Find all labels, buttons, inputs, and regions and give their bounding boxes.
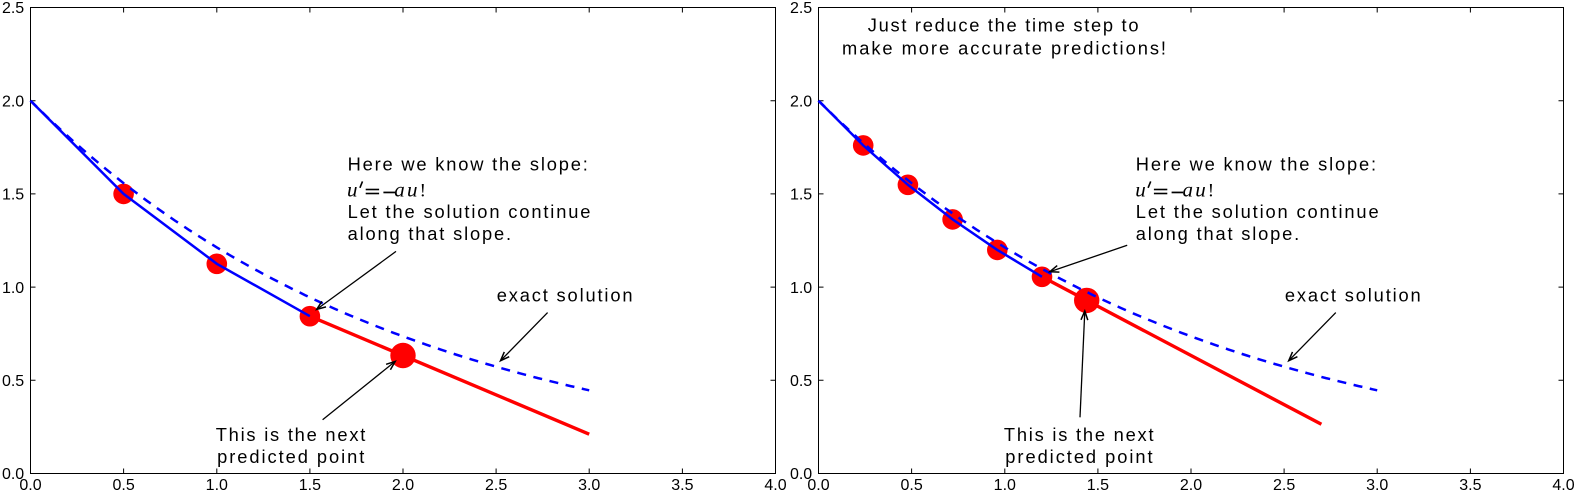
svg-text:1.0: 1.0 xyxy=(790,280,812,297)
svg-text:make more accurate predictions: make more accurate predictions! xyxy=(842,37,1168,58)
svg-text:u: u xyxy=(1135,177,1146,201)
svg-text:0.5: 0.5 xyxy=(2,373,24,390)
svg-text:0.5: 0.5 xyxy=(112,477,134,491)
svg-text:2.5: 2.5 xyxy=(790,0,812,17)
svg-text:au: au xyxy=(1183,177,1208,201)
svg-text:0.0: 0.0 xyxy=(2,466,24,483)
svg-text:1.5: 1.5 xyxy=(790,187,812,204)
svg-text:predicted point: predicted point xyxy=(217,446,366,467)
svg-text:0.5: 0.5 xyxy=(790,373,812,390)
svg-text:2.0: 2.0 xyxy=(790,93,812,110)
svg-text:!: ! xyxy=(420,180,426,201)
svg-text:2.0: 2.0 xyxy=(2,93,24,110)
svg-text:3.0: 3.0 xyxy=(578,477,600,491)
svg-text:au: au xyxy=(394,177,419,201)
svg-text:Here we know the slope:: Here we know the slope: xyxy=(348,154,590,175)
svg-text:Here we know the slope:: Here we know the slope: xyxy=(1136,154,1378,175)
svg-text:Let the solution continue: Let the solution continue xyxy=(1136,201,1381,222)
svg-text:3.5: 3.5 xyxy=(671,477,693,491)
svg-text:Let the solution continue: Let the solution continue xyxy=(348,201,593,222)
svg-text:1.0: 1.0 xyxy=(2,280,24,297)
svg-text:3.0: 3.0 xyxy=(1366,477,1388,491)
svg-text:4.0: 4.0 xyxy=(764,477,786,491)
svg-text:0.0: 0.0 xyxy=(807,477,829,491)
svg-text:2.0: 2.0 xyxy=(1180,477,1202,491)
svg-text:3.5: 3.5 xyxy=(1459,477,1481,491)
svg-text:1.5: 1.5 xyxy=(299,477,321,491)
svg-text:1.5: 1.5 xyxy=(1087,477,1109,491)
svg-text:exact solution: exact solution xyxy=(497,284,635,305)
svg-text:2.5: 2.5 xyxy=(2,0,24,17)
svg-text:Just reduce the time step to: Just reduce the time step to xyxy=(868,14,1140,35)
svg-text:u: u xyxy=(347,177,358,201)
svg-text:0.0: 0.0 xyxy=(790,466,812,483)
svg-text:1.5: 1.5 xyxy=(2,187,24,204)
svg-text:1.0: 1.0 xyxy=(994,477,1016,491)
svg-text:predicted point: predicted point xyxy=(1005,446,1154,467)
svg-text:along that slope.: along that slope. xyxy=(348,223,513,244)
svg-text:!: ! xyxy=(1208,180,1214,201)
svg-text:4.0: 4.0 xyxy=(1552,477,1574,491)
svg-text:1.0: 1.0 xyxy=(206,477,228,491)
svg-text:2.5: 2.5 xyxy=(1273,477,1295,491)
svg-text:exact solution: exact solution xyxy=(1285,284,1423,305)
svg-text:along that slope.: along that slope. xyxy=(1136,223,1301,244)
svg-text:2.5: 2.5 xyxy=(485,477,507,491)
svg-text:0.5: 0.5 xyxy=(900,477,922,491)
svg-text:2.0: 2.0 xyxy=(392,477,414,491)
svg-text:This is the next: This is the next xyxy=(1004,424,1155,445)
svg-text:0.0: 0.0 xyxy=(19,477,41,491)
svg-text:This is the next: This is the next xyxy=(216,424,367,445)
